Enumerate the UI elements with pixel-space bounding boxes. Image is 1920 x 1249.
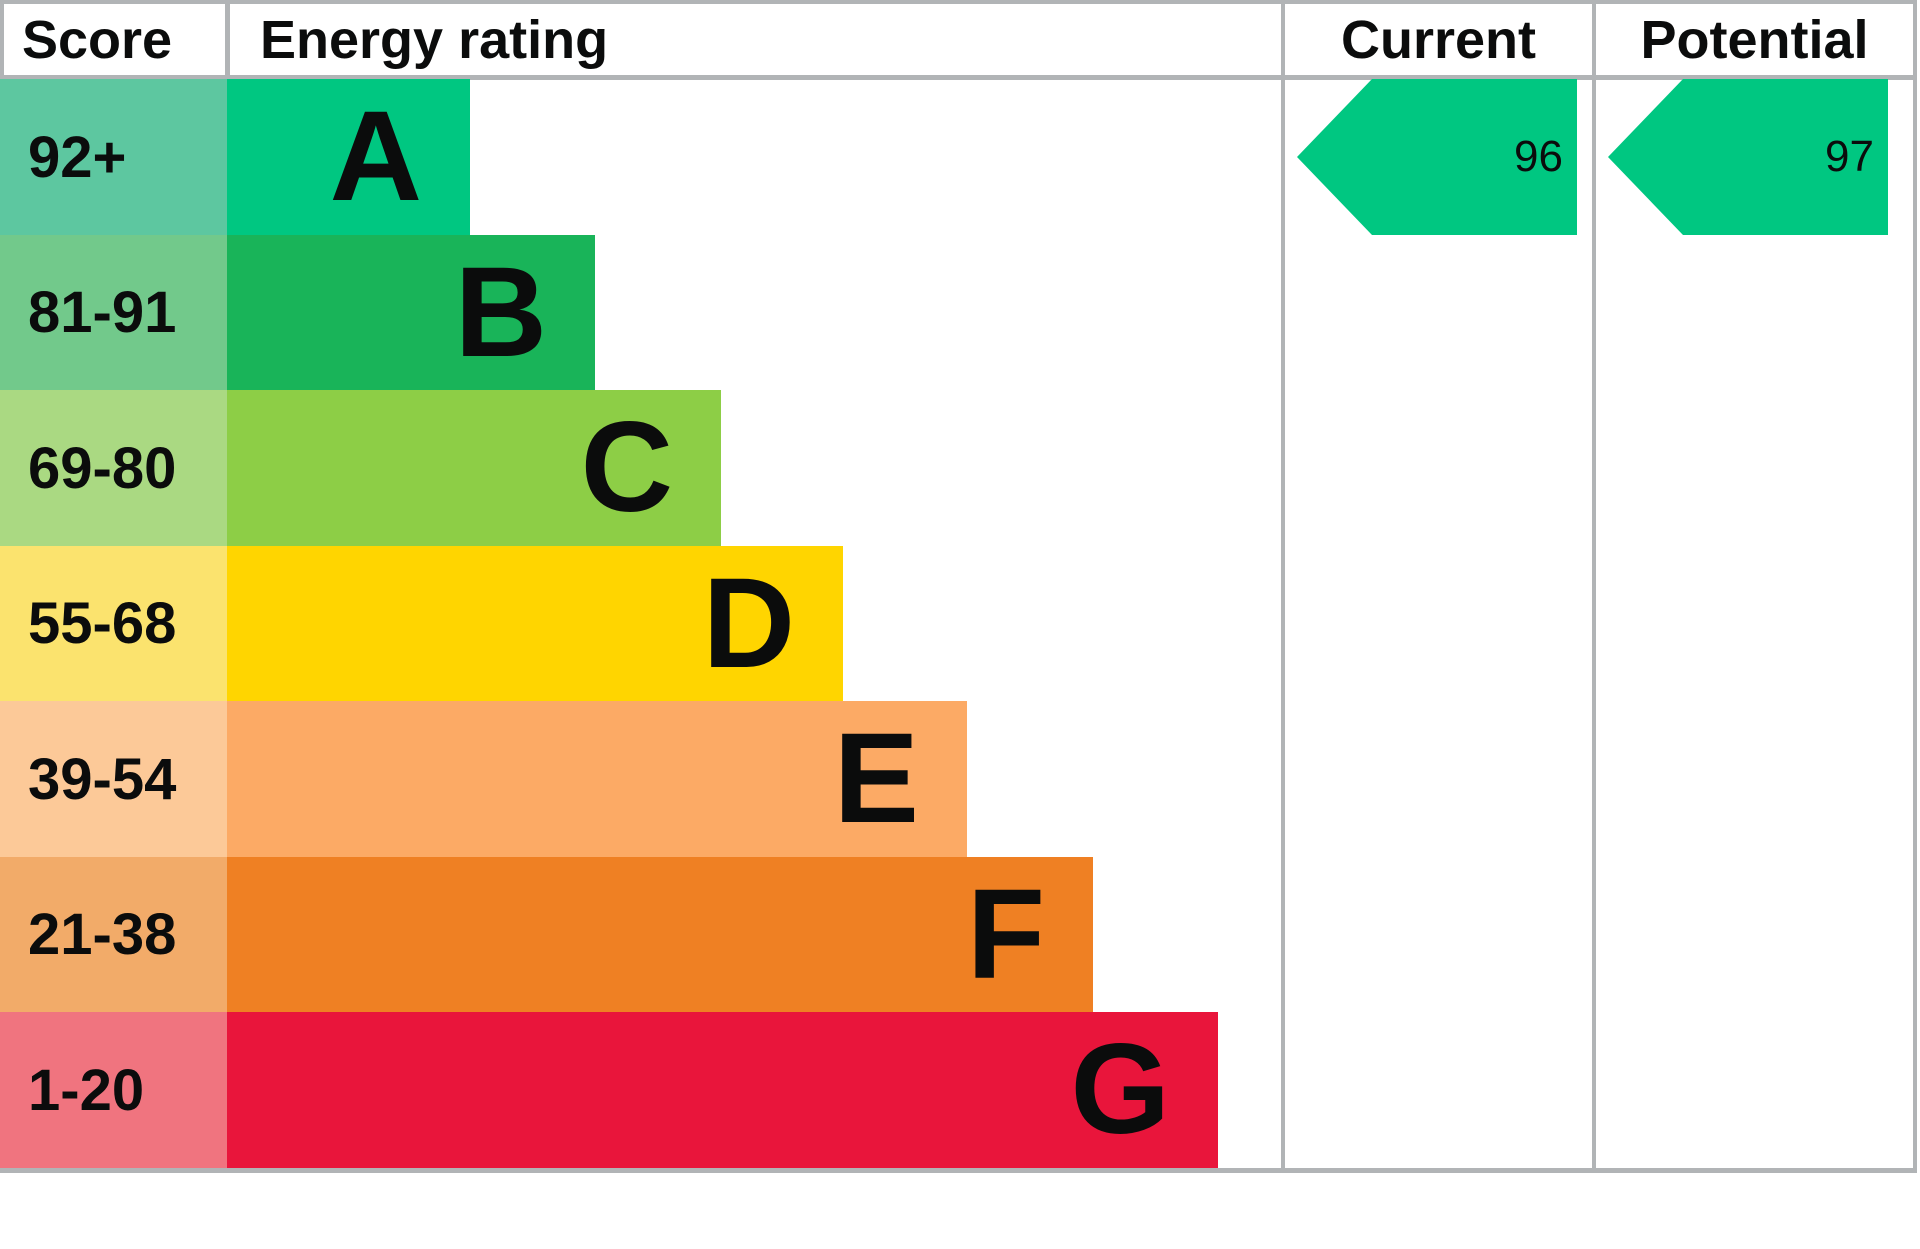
current-rating-value: 96: [1514, 132, 1563, 181]
band-row-a: 92+ A: [0, 79, 1281, 235]
band-bar-g: G: [227, 1012, 1218, 1168]
band-bar-f: F: [227, 857, 1093, 1012]
band-letter-c: C: [580, 396, 673, 539]
grid-line-top: [0, 0, 1917, 4]
grid-line-current-divider: [1281, 4, 1285, 1168]
header-potential-label: Potential: [1640, 9, 1869, 70]
band-score-label-a: 92+: [28, 124, 127, 190]
band-score-cell-b: 81-91: [0, 235, 227, 390]
grid-line-score-divider: [225, 4, 230, 75]
band-score-label-e: 39-54: [28, 746, 177, 812]
band-letter-d: D: [702, 551, 795, 695]
band-letter-a: A: [329, 85, 422, 228]
band-score-label-f: 21-38: [28, 902, 177, 967]
grid-line-right: [1913, 4, 1917, 1168]
band-score-label-g: 1-20: [28, 1057, 145, 1123]
band-letter-b: B: [454, 240, 547, 384]
band-row-b: 81-91 B: [0, 235, 1281, 390]
grid-line-header-bottom: [0, 75, 1917, 80]
band-letter-e: E: [833, 707, 919, 850]
band-score-cell-a: 92+: [0, 79, 227, 235]
band-bar-d: D: [227, 546, 843, 701]
grid-line-potential-divider: [1592, 4, 1596, 1168]
potential-rating-value: 97: [1825, 132, 1874, 181]
band-row-g: 1-20 G: [0, 1012, 1281, 1168]
band-bar-b: B: [227, 235, 595, 390]
band-bar-e: E: [227, 701, 967, 857]
grid-line-bottom: [0, 1168, 1917, 1173]
band-score-cell-e: 39-54: [0, 701, 227, 857]
band-row-c: 69-80 C: [0, 390, 1281, 546]
band-score-cell-d: 55-68: [0, 546, 227, 701]
band-row-e: 39-54 E: [0, 701, 1281, 857]
band-score-cell-f: 21-38: [0, 857, 227, 1012]
band-score-label-d: 55-68: [28, 591, 177, 656]
band-score-cell-c: 69-80: [0, 390, 227, 546]
header-energy-rating-label: Energy rating: [260, 9, 609, 70]
band-letter-f: F: [966, 862, 1045, 1006]
header-score-label: Score: [22, 9, 173, 70]
band-row-f: 21-38 F: [0, 857, 1281, 1012]
header-current-label: Current: [1340, 9, 1536, 70]
band-score-cell-g: 1-20: [0, 1012, 227, 1168]
grid-line-left: [0, 4, 4, 75]
band-score-label-b: 81-91: [28, 280, 177, 345]
band-letter-g: G: [1070, 1018, 1170, 1161]
potential-rating-arrow: 97: [1608, 79, 1888, 235]
band-row-d: 55-68 D: [0, 546, 1281, 701]
band-bar-a: A: [227, 79, 470, 235]
current-rating-arrow: 96: [1297, 79, 1577, 235]
band-bar-c: C: [227, 390, 721, 546]
band-score-label-c: 69-80: [28, 435, 177, 501]
